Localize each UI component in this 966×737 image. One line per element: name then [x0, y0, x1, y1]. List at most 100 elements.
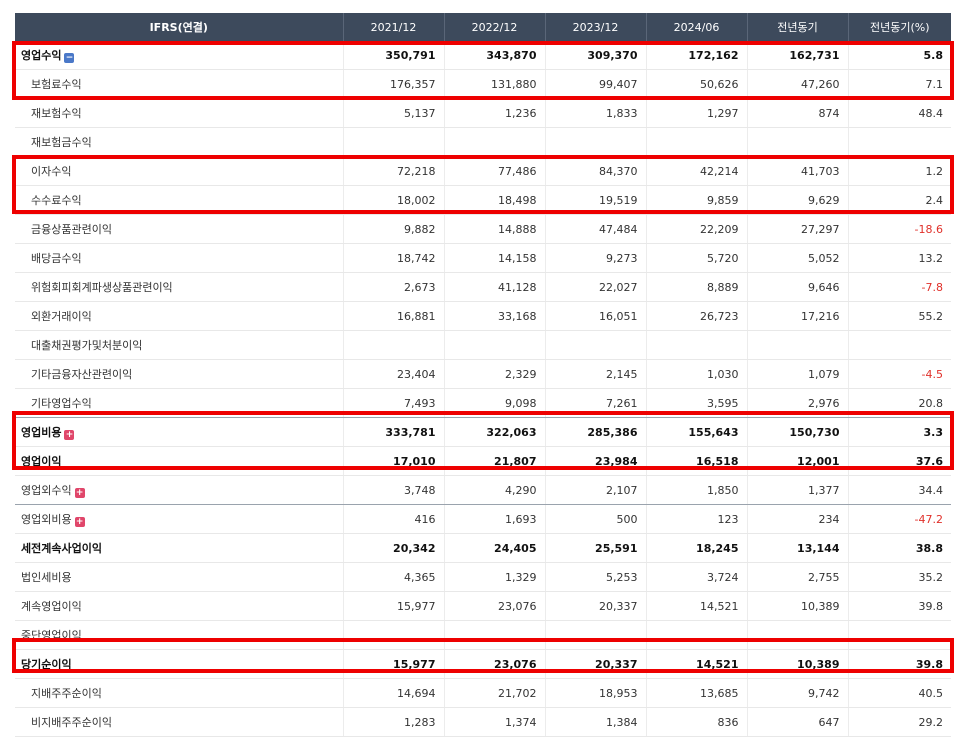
row-label: 금융상품관련이익 — [31, 223, 112, 236]
value-cell: 47,484 — [545, 214, 647, 244]
value-cell: 5,253 — [545, 562, 647, 592]
table-row: 영업수익 −350,791 343,870 309,370 172,162 162,731… — [15, 41, 951, 70]
value-cell: 9,629 — [747, 185, 849, 215]
row-label: 보험료수익 — [31, 78, 82, 91]
value-cell — [646, 620, 748, 650]
value-cell: 4,365 — [343, 562, 445, 592]
value-cell — [848, 330, 951, 360]
row-label-cell[interactable]: 영업수익 − — [15, 41, 344, 70]
value-cell: 309,370 — [545, 41, 647, 70]
row-label-cell[interactable]: 영업비용 + — [15, 417, 344, 447]
value-cell: 40.5 — [848, 678, 951, 708]
value-cell: 2,673 — [343, 272, 445, 302]
row-label-cell: 당기순이익 — [15, 649, 344, 679]
value-cell — [848, 127, 951, 157]
row-label: 지배주주순이익 — [31, 687, 102, 700]
value-cell: -18.6 — [848, 214, 951, 244]
value-cell: 16,518 — [646, 446, 748, 476]
table-row: 대출채권평가및처분이익 — [15, 330, 951, 360]
table-row: 기타영업수익 7,493 9,098 7,261 3,595 2,976 20.8 — [15, 388, 951, 418]
row-label-cell: 영업이익 — [15, 446, 344, 476]
row-label: 영업이익 — [21, 455, 62, 468]
value-cell — [747, 127, 849, 157]
value-cell: 18,245 — [646, 533, 748, 563]
value-cell — [343, 330, 445, 360]
row-label: 재보험금수익 — [31, 136, 92, 149]
value-cell: 343,870 — [444, 41, 546, 70]
value-cell: 22,027 — [545, 272, 647, 302]
header-cell-2022: 2022/12 — [444, 13, 546, 41]
value-cell: 836 — [646, 707, 748, 737]
value-cell: 18,498 — [444, 185, 546, 215]
table-row: 세전계속사업이익 20,342 24,405 25,591 18,245 13,144 38… — [15, 533, 951, 563]
row-label-cell: 재보험수익 — [15, 98, 344, 128]
value-cell — [848, 620, 951, 650]
value-cell: 15,977 — [343, 649, 445, 679]
collapse-icon[interactable]: − — [64, 53, 75, 63]
row-label-cell: 대출채권평가및처분이익 — [15, 330, 344, 360]
value-cell: 234 — [747, 504, 849, 534]
value-cell: 16,051 — [545, 301, 647, 331]
row-label-cell: 계속영업이익 — [15, 591, 344, 621]
value-cell: 1,297 — [646, 98, 748, 128]
value-cell: 123 — [646, 504, 748, 534]
value-cell: 20,337 — [545, 591, 647, 621]
value-cell: 14,158 — [444, 243, 546, 273]
row-label: 재보험수익 — [31, 107, 82, 120]
value-cell: 12,001 — [747, 446, 849, 476]
value-cell: 8,889 — [646, 272, 748, 302]
value-cell: 322,063 — [444, 417, 546, 447]
row-label-cell: 법인세비용 — [15, 562, 344, 592]
table-row: 보험료수익 176,357 131,880 99,407 50,626 47,260 7.1 — [15, 69, 951, 99]
row-label-cell: 수수료수익 — [15, 185, 344, 215]
row-label: 배당금수익 — [31, 252, 82, 265]
value-cell: 2.4 — [848, 185, 951, 215]
value-cell: 39.8 — [848, 649, 951, 679]
row-label: 영업외수익 — [21, 484, 72, 497]
expand-icon[interactable]: + — [64, 430, 75, 440]
table-row: 영업이익 17,010 21,807 23,984 16,518 12,001 37.6 — [15, 446, 951, 476]
value-cell — [747, 330, 849, 360]
table-row: 계속영업이익 15,977 23,076 20,337 14,521 10,389 39.8 — [15, 591, 951, 621]
row-label-cell: 재보험금수익 — [15, 127, 344, 157]
value-cell: 4,290 — [444, 475, 546, 505]
value-cell: 72,218 — [343, 156, 445, 186]
value-cell: 1,850 — [646, 475, 748, 505]
row-label: 위험회피회계파생상품관련이익 — [31, 281, 173, 294]
row-label-cell[interactable]: 영업외수익 + — [15, 475, 344, 505]
value-cell: 7.1 — [848, 69, 951, 99]
value-cell: 77,486 — [444, 156, 546, 186]
header-cell-2024: 2024/06 — [646, 13, 748, 41]
row-label-cell: 세전계속사업이익 — [15, 533, 344, 563]
row-label: 중단영업이익 — [21, 629, 82, 642]
row-label-cell: 보험료수익 — [15, 69, 344, 99]
table-row: 중단영업이익 — [15, 620, 951, 650]
value-cell: 2,145 — [545, 359, 647, 389]
value-cell: 3,748 — [343, 475, 445, 505]
value-cell: 18,742 — [343, 243, 445, 273]
value-cell: 10,389 — [747, 591, 849, 621]
value-cell: 9,882 — [343, 214, 445, 244]
value-cell: 500 — [545, 504, 647, 534]
value-cell: 350,791 — [343, 41, 445, 70]
value-cell: 13.2 — [848, 243, 951, 273]
expand-icon[interactable]: + — [74, 488, 85, 498]
value-cell — [545, 620, 647, 650]
value-cell: 9,273 — [545, 243, 647, 273]
value-cell: 26,723 — [646, 301, 748, 331]
value-cell: 13,144 — [747, 533, 849, 563]
table-row: 재보험금수익 — [15, 127, 951, 157]
value-cell: 5,052 — [747, 243, 849, 273]
value-cell: -4.5 — [848, 359, 951, 389]
row-label: 대출채권평가및처분이익 — [31, 339, 143, 352]
value-cell: 14,521 — [646, 649, 748, 679]
row-label: 법인세비용 — [21, 571, 72, 584]
value-cell: 17,216 — [747, 301, 849, 331]
table-row: 금융상품관련이익 9,882 14,888 47,484 22,209 27,297 -18… — [15, 214, 951, 244]
expand-icon[interactable]: + — [74, 517, 85, 527]
row-label-cell[interactable]: 영업외비용 + — [15, 504, 344, 534]
value-cell: 647 — [747, 707, 849, 737]
table-row: 위험회피회계파생상품관련이익 2,673 41,128 22,027 8,889 9,64… — [15, 272, 951, 302]
value-cell: 7,493 — [343, 388, 445, 418]
value-cell — [646, 127, 748, 157]
